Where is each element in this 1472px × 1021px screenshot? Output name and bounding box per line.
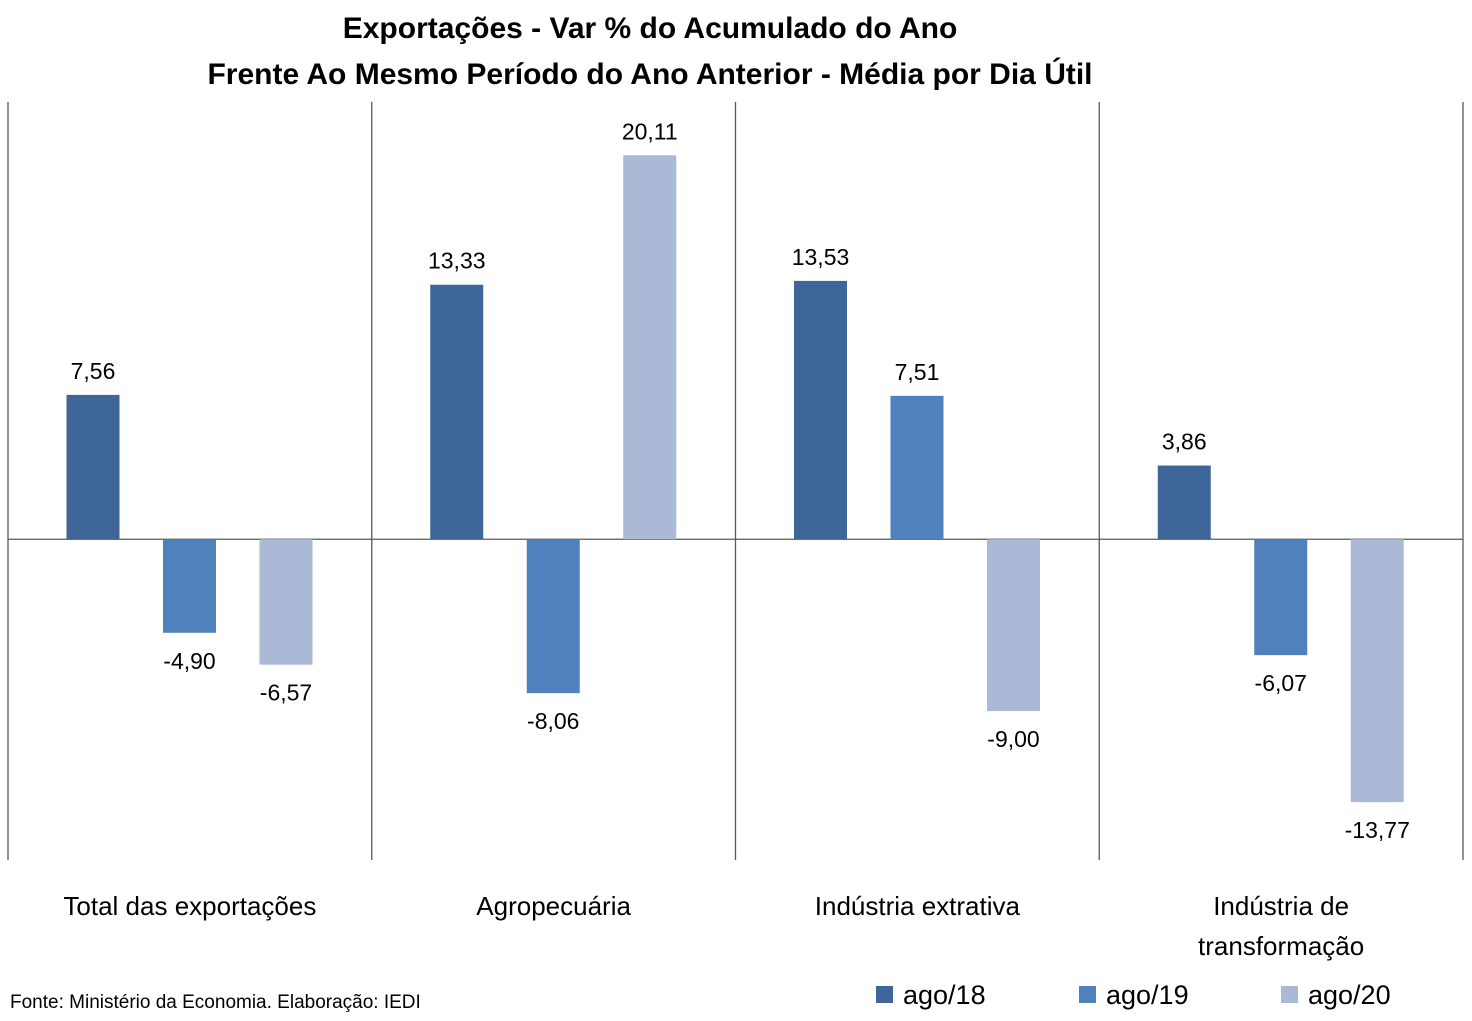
bar-ago-18 — [1157, 465, 1211, 540]
data-label: 7,51 — [895, 359, 940, 385]
data-label: 13,33 — [428, 248, 486, 274]
chart-title-line: Exportações - Var % do Acumulado do Ano — [343, 12, 958, 45]
chart-legend: ago/18 ago/19 ago/20 — [876, 980, 1391, 1010]
bar-ago-19 — [1254, 539, 1308, 656]
legend-label: ago/20 — [1308, 980, 1391, 1010]
bar-ago-20 — [987, 539, 1040, 712]
chart-category-labels: Total das exportações Agropecuária Indústr… — [63, 891, 1364, 961]
chart-data-labels: 7,56 13,33 13,53 3,86 -4,90 -8,06 7,51 -6,07 -6,… — [71, 118, 1410, 843]
bar-ago-18 — [430, 284, 484, 540]
bar-ago-18 — [794, 280, 847, 540]
data-label: 7,56 — [71, 358, 116, 384]
legend-swatch — [876, 986, 893, 1003]
bar-ago-20 — [259, 539, 313, 665]
data-label: 3,86 — [1162, 429, 1207, 455]
bar-ago-18 — [66, 394, 120, 540]
source-note: Fonte: Ministério da Economia. Elaboraçã… — [10, 992, 421, 1013]
legend-label: ago/18 — [903, 980, 986, 1010]
chart-title: Exportações - Var % do Acumulado do Ano F… — [207, 12, 1092, 91]
category-label: Indústria de — [1213, 891, 1349, 921]
bar-ago-20 — [1350, 539, 1404, 803]
legend-label: ago/19 — [1106, 980, 1189, 1010]
legend-swatch — [1079, 986, 1096, 1003]
bar-ago-20 — [623, 155, 677, 540]
legend-swatch — [1281, 986, 1298, 1003]
bar-ago-19 — [526, 539, 580, 694]
data-label: -9,00 — [987, 726, 1039, 752]
bar-ago-19 — [163, 539, 216, 633]
data-label: -6,57 — [260, 680, 312, 706]
data-label: -13,77 — [1345, 817, 1410, 843]
data-label: -4,90 — [163, 648, 215, 674]
data-label: -8,06 — [527, 708, 579, 734]
category-label: Agropecuária — [476, 891, 631, 921]
data-label: 20,11 — [622, 118, 678, 144]
category-label: Total das exportações — [63, 891, 316, 921]
chart-axes — [7, 102, 1464, 860]
bar-ago-19 — [890, 395, 944, 540]
category-label: transformação — [1198, 931, 1364, 961]
data-label: -6,07 — [1255, 670, 1307, 696]
chart-title-line: Frente Ao Mesmo Período do Ano Anterior … — [207, 57, 1092, 91]
chart-bars — [66, 155, 1404, 803]
data-label: 13,53 — [792, 244, 850, 270]
category-label: Indústria extrativa — [815, 891, 1021, 921]
